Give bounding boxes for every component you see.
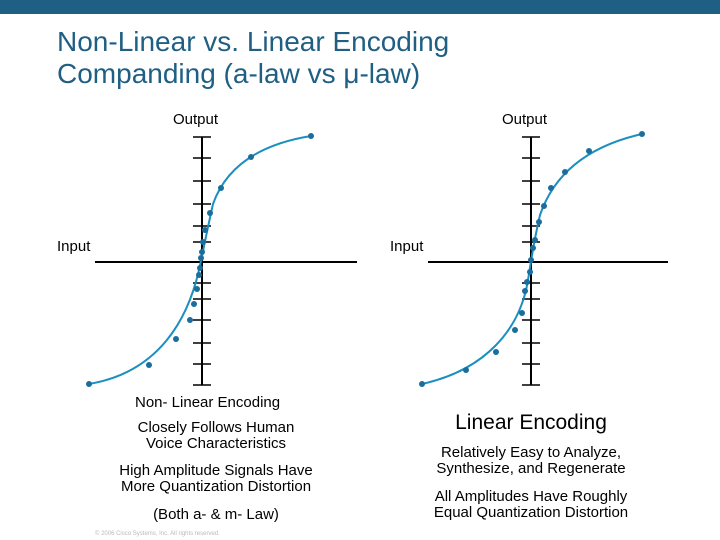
left-note-laws: (Both a- & m- Law) (100, 507, 332, 523)
page-title: Non-Linear vs. Linear Encoding Compandin… (57, 26, 449, 90)
right-sample-point-12 (522, 288, 528, 294)
header-bar (0, 0, 720, 14)
left-sample-point-1 (308, 133, 314, 139)
right-note-analysis: Relatively Easy to Analyze, Synthesize, … (400, 445, 662, 477)
copyright-footer: © 2006 Cisco Systems, Inc. All rights re… (95, 531, 220, 537)
left-graph-caption: Non- Linear Encoding (135, 394, 281, 411)
left-sample-point-13 (187, 317, 193, 323)
right-note-equal-line-2: Equal Quantization Distortion (433, 504, 629, 521)
right-note-equal: All Amplitudes Have Roughly Equal Quanti… (400, 489, 662, 521)
left-note-distortion-line-2: More Quantization Distortion (120, 478, 312, 495)
right-sample-point-1 (639, 131, 645, 137)
right-input-label: Input (390, 238, 424, 255)
right-note-analysis-line-2: Synthesize, and Regenerate (436, 460, 626, 477)
left-sample-point-6 (200, 239, 206, 245)
left-sample-point-2 (248, 154, 254, 160)
left-sample-point-10 (196, 272, 202, 278)
right-sample-point-14 (512, 327, 518, 333)
left-output-label: Output (173, 111, 219, 128)
left-sample-point-5 (202, 227, 208, 233)
right-sample-point-2 (586, 148, 592, 154)
right-sample-point-8 (530, 245, 536, 251)
left-note-voice-line-2: Voice Characteristics (145, 435, 287, 452)
right-sample-point-6 (536, 219, 542, 225)
left-sample-point-12 (191, 301, 197, 307)
left-sample-point-16 (86, 381, 92, 387)
left-input-label: Input (57, 238, 91, 255)
linear-encoding-graph (419, 131, 668, 387)
right-sample-point-13 (519, 310, 525, 316)
right-sample-point-7 (532, 237, 538, 243)
left-note-distortion-line-1: High Amplitude Signals Have (119, 462, 313, 479)
right-note-analysis-line-1: Relatively Easy to Analyze, (440, 444, 622, 461)
right-sample-point-9 (528, 257, 534, 263)
left-sample-point-7 (199, 249, 205, 255)
left-sample-point-15 (146, 362, 152, 368)
right-note-equal-line-1: All Amplitudes Have Roughly (434, 488, 628, 505)
left-sample-point-3 (218, 185, 224, 191)
right-sample-point-3 (562, 169, 568, 175)
left-sample-point-9 (197, 265, 203, 271)
right-sample-point-11 (524, 279, 530, 285)
left-note-voice: Closely Follows Human Voice Characterist… (100, 420, 332, 452)
right-sample-point-10 (527, 269, 533, 275)
right-sample-point-15 (493, 349, 499, 355)
left-sample-point-14 (173, 336, 179, 342)
left-sample-point-8 (198, 255, 204, 261)
left-note-voice-line-1: Closely Follows Human (137, 419, 295, 436)
left-sample-point-4 (207, 210, 213, 216)
right-sample-point-16 (463, 367, 469, 373)
left-note-distortion: High Amplitude Signals Have More Quantiz… (100, 463, 332, 495)
left-sample-point-11 (194, 286, 200, 292)
nonlinear-encoding-graph (86, 133, 357, 387)
right-companding-curve (421, 133, 643, 385)
right-sample-point-4 (548, 185, 554, 191)
right-sample-point-17 (419, 381, 425, 387)
title-line-1: Non-Linear vs. Linear Encoding (57, 26, 450, 57)
title-line-2: Companding (a-law vs μ-law) (57, 58, 421, 89)
right-output-label: Output (502, 111, 548, 128)
right-sample-point-5 (541, 203, 547, 209)
left-note-laws-line-1: (Both a- & m- Law) (153, 506, 279, 523)
right-graph-caption: Linear Encoding (455, 411, 607, 434)
